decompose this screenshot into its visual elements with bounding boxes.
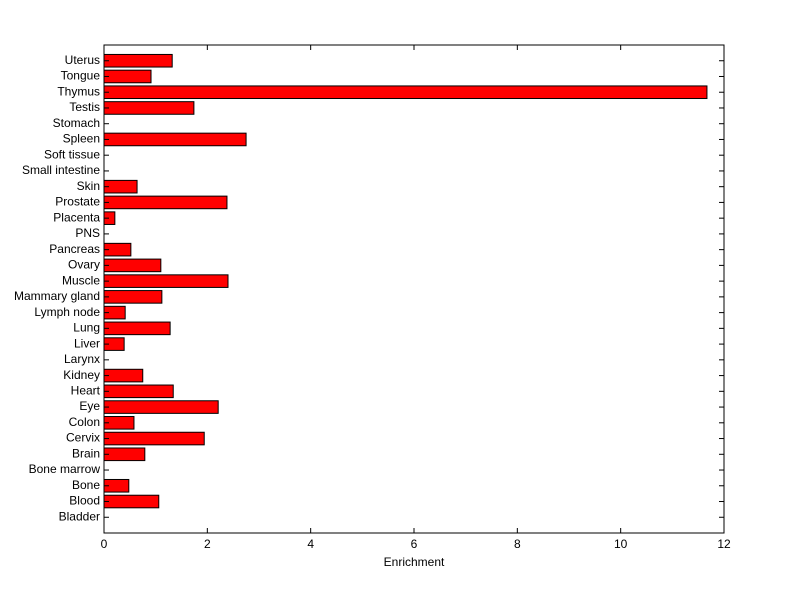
- y-tick-label: Colon: [69, 415, 100, 429]
- y-tick-label: Small intestine: [22, 163, 100, 177]
- x-tick-label: 6: [411, 537, 418, 551]
- y-tick-label: Stomach: [53, 116, 100, 130]
- y-tick-label: Pancreas: [49, 242, 100, 256]
- bar: [103, 290, 163, 304]
- x-axis-label: Enrichment: [384, 555, 445, 569]
- x-tick-label: 4: [307, 537, 314, 551]
- y-tick-label: Bone: [72, 478, 100, 492]
- y-tick-label: Mammary gland: [14, 289, 100, 303]
- bar: [103, 69, 152, 84]
- bar: [103, 195, 228, 210]
- bar: [103, 274, 229, 288]
- y-tick-label: Larynx: [64, 352, 100, 366]
- y-tick-label: Cervix: [66, 431, 100, 445]
- y-tick-label: Kidney: [63, 368, 100, 382]
- bar: [103, 368, 144, 383]
- bar: [103, 494, 160, 509]
- x-tick-label: 0: [101, 537, 108, 551]
- x-tick-label: 8: [514, 537, 521, 551]
- y-tick-label: Ovary: [68, 258, 100, 272]
- bar: [103, 53, 173, 68]
- y-tick-label: Tongue: [61, 69, 101, 83]
- y-tick-label: Heart: [71, 383, 101, 397]
- y-tick-label: Brain: [72, 446, 100, 460]
- y-tick-label: Skin: [77, 179, 100, 193]
- bar: [103, 384, 174, 399]
- y-tick-label: Lung: [73, 321, 100, 335]
- plot-frame: [103, 44, 725, 534]
- bar: [103, 400, 219, 414]
- y-tick-label: Lymph node: [34, 305, 100, 319]
- y-tick-label: Bone marrow: [29, 462, 101, 476]
- bar: [103, 132, 247, 147]
- x-tick-label: 10: [614, 537, 628, 551]
- y-tick-label: Muscle: [62, 273, 100, 287]
- y-tick-label: Liver: [74, 336, 100, 350]
- bar: [103, 321, 171, 336]
- y-tick-label: Thymus: [57, 84, 100, 98]
- x-tick-label: 12: [717, 537, 731, 551]
- y-tick-label: Spleen: [63, 132, 100, 146]
- y-tick-label: PNS: [75, 226, 100, 240]
- y-tick-label: Testis: [69, 100, 100, 114]
- y-tick-label: Placenta: [53, 210, 100, 224]
- bar: [103, 431, 205, 446]
- y-tick-label: Uterus: [65, 53, 100, 67]
- bar: [103, 447, 146, 462]
- y-tick-label: Blood: [69, 494, 100, 508]
- bar: [103, 101, 195, 115]
- y-tick-label: Soft tissue: [44, 147, 100, 161]
- bar: [103, 258, 162, 273]
- y-tick-label: Prostate: [55, 195, 100, 209]
- y-tick-label: Eye: [79, 399, 100, 413]
- bar: [103, 85, 708, 100]
- x-tick-label: 2: [204, 537, 211, 551]
- y-tick-label: Bladder: [59, 509, 100, 523]
